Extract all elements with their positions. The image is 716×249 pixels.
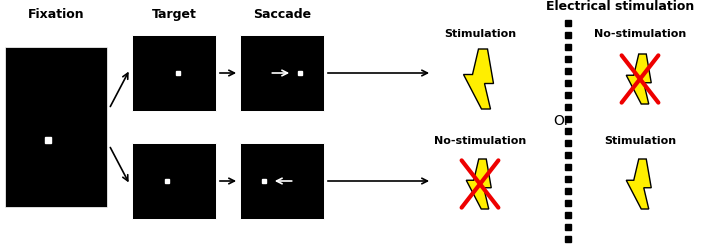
Text: Or: Or <box>553 114 571 128</box>
Bar <box>240 143 324 219</box>
Polygon shape <box>626 159 652 209</box>
Polygon shape <box>466 159 491 209</box>
Polygon shape <box>626 54 652 104</box>
Text: Stimulation: Stimulation <box>444 29 516 39</box>
Text: Stimulation: Stimulation <box>604 136 676 146</box>
Text: Fixation: Fixation <box>28 7 84 20</box>
Bar <box>240 35 324 111</box>
Text: Saccade: Saccade <box>253 7 311 20</box>
Text: No-stimulation: No-stimulation <box>434 136 526 146</box>
Bar <box>5 47 107 207</box>
Polygon shape <box>463 49 493 109</box>
Text: No-stimulation: No-stimulation <box>594 29 686 39</box>
Text: Electrical stimulation: Electrical stimulation <box>546 0 694 12</box>
Bar <box>132 35 216 111</box>
Text: Target: Target <box>152 7 196 20</box>
Bar <box>132 143 216 219</box>
